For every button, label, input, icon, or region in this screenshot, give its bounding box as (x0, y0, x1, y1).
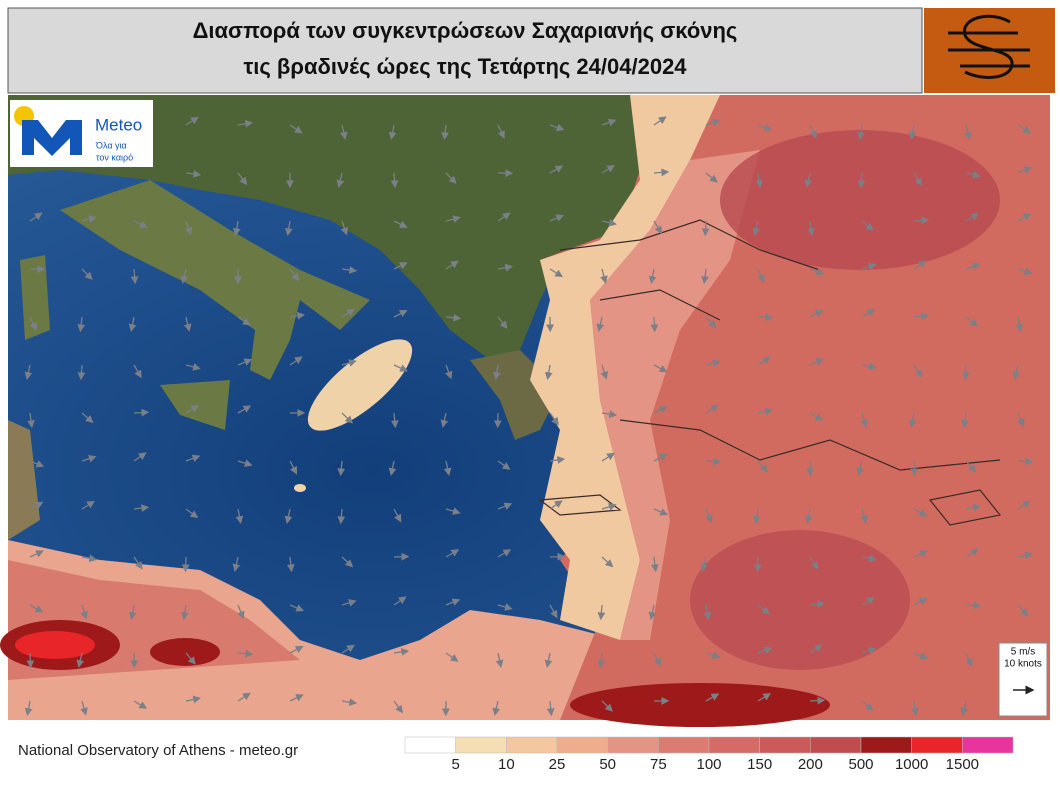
legend-tick-label: 25 (549, 756, 566, 773)
title-line: τις βραδινές ώρες της Τετάρτης 24/04/202… (243, 54, 687, 79)
legend-swatch (608, 737, 659, 753)
wind-arrow (134, 412, 148, 413)
logo-name: Meteo (95, 115, 142, 134)
dust-area (720, 130, 1000, 270)
legend-swatch (861, 737, 912, 753)
legend-tick-label: 50 (599, 756, 616, 773)
wind-arrow (965, 365, 966, 379)
dust-area (570, 683, 830, 727)
legend-tick-label: 500 (848, 756, 873, 773)
wind-scale: 5 m/s 10 knots (999, 643, 1047, 716)
legend-tick-label: 150 (747, 756, 772, 773)
dust-area (294, 484, 306, 492)
legend-tick-label: 5 (451, 756, 459, 773)
logo-tagline: Όλα για (95, 140, 127, 150)
dust-area (15, 631, 95, 659)
wind-arrow (30, 653, 31, 667)
color-legend: 5 10 25 50 75 100 150 200 500 1000 1500 (405, 737, 1013, 773)
title-line: Διασπορά των συγκεντρώσεων Σαχαριανής σκ… (193, 18, 738, 43)
logo: Meteo Όλα για τον καιρό (10, 100, 153, 167)
footer-credit: National Observatory of Athens - meteo.g… (18, 742, 298, 759)
dust-area (150, 638, 220, 666)
legend-tick-label: 100 (696, 756, 721, 773)
legend-swatch (709, 737, 760, 753)
wind-arrow (550, 556, 564, 557)
wind-arrow (757, 557, 758, 571)
legend-swatch (912, 737, 963, 753)
dust-area (690, 530, 910, 670)
wind-arrow (966, 605, 980, 606)
wind-scale-label: 5 m/s (1011, 647, 1035, 658)
legend-tick-label: 75 (650, 756, 667, 773)
legend-swatch (962, 737, 1013, 753)
wind-arrow (810, 700, 824, 701)
legend-swatch (506, 737, 557, 753)
legend-tick-label: 1500 (946, 756, 979, 773)
logo-tagline: τον καιρό (96, 152, 133, 162)
legend-swatch (760, 737, 811, 753)
legend-swatch (456, 737, 507, 753)
wind-arrow (705, 221, 706, 235)
legend-tick-label: 10 (498, 756, 515, 773)
wind-arrow (861, 173, 862, 187)
legend-swatch (557, 737, 608, 753)
wind-scale-label: 10 knots (1004, 659, 1042, 670)
legend-tick-label: 200 (798, 756, 823, 773)
legend-tick-label: 1000 (895, 756, 928, 773)
legend-swatch (658, 737, 709, 753)
header: Διασπορά των συγκεντρώσεων Σαχαριανής σκ… (8, 8, 1055, 93)
map (0, 95, 1050, 727)
wind-arrow (758, 317, 772, 318)
legend-swatch (810, 737, 861, 753)
legend-swatch (405, 737, 456, 753)
wind-arrow (1018, 461, 1032, 462)
wind-arrow (654, 317, 655, 331)
wind-arrow (914, 461, 915, 475)
